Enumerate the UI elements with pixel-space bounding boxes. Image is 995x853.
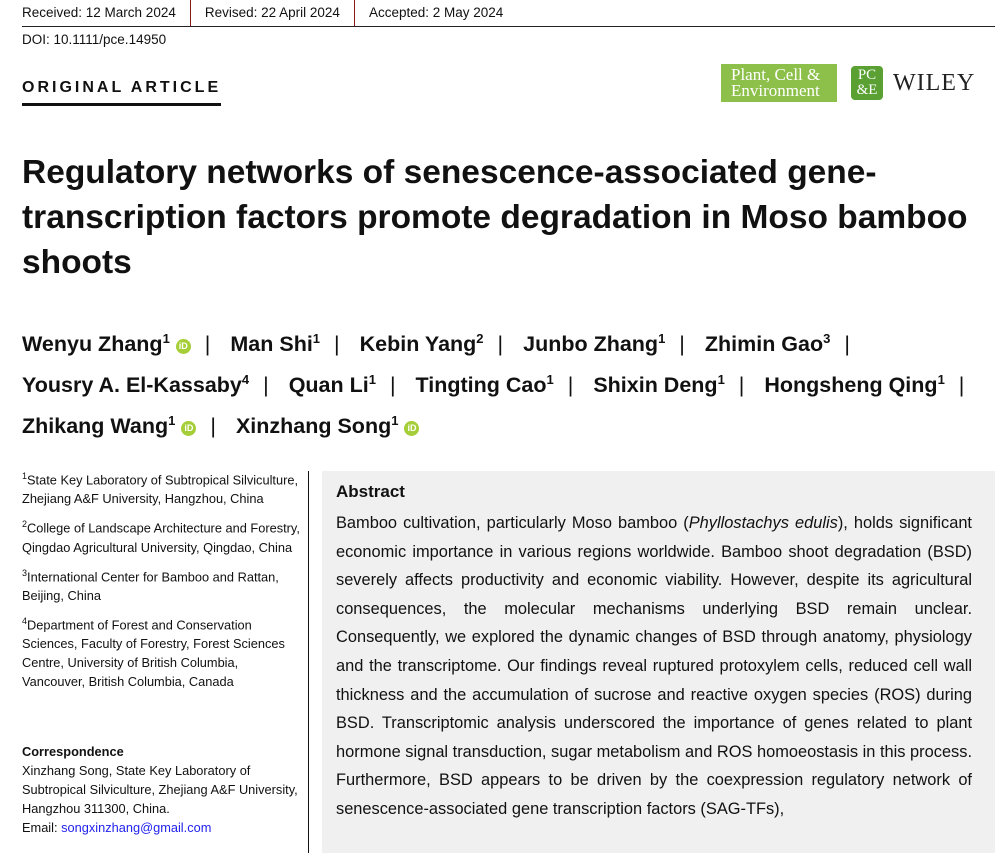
author-name[interactable]: Zhikang Wang bbox=[22, 414, 169, 439]
journal-logo-line: Plant, Cell & bbox=[731, 65, 821, 84]
email-label: Email: bbox=[22, 820, 62, 835]
affiliation-ref: 1 bbox=[717, 372, 725, 388]
affiliation: 1State Key Laboratory of Subtropical Sil… bbox=[22, 467, 302, 508]
affiliation: 3International Center for Bamboo and Rat… bbox=[22, 564, 302, 605]
revised-date: Revised: 22 April 2024 bbox=[191, 0, 355, 26]
affiliations: 1State Key Laboratory of Subtropical Sil… bbox=[22, 467, 302, 698]
author[interactable]: Zhikang Wang1 iD bbox=[22, 413, 197, 439]
author[interactable]: Kebin Yang2 bbox=[359, 331, 484, 357]
affiliation-ref: 3 bbox=[823, 331, 831, 346]
abstract-heading: Abstract bbox=[336, 482, 405, 501]
author-separator: | bbox=[738, 373, 745, 398]
author-name[interactable]: Quan Li bbox=[288, 373, 369, 398]
author[interactable]: Hongsheng Qing1 bbox=[764, 372, 945, 398]
affiliation-ref: 2 bbox=[476, 331, 484, 346]
doi[interactable]: DOI: 10.1111/pce.14950 bbox=[22, 32, 167, 47]
author-separator: | bbox=[204, 332, 211, 357]
author-separator: | bbox=[679, 332, 685, 357]
affiliation-number: 1 bbox=[22, 471, 28, 481]
affiliation-ref: 1 bbox=[391, 413, 399, 429]
affiliation-text: College of Landscape Architecture and Fo… bbox=[22, 520, 300, 555]
author-list: Wenyu Zhang1iD | Man Shi1 | Kebin Yang2 | J… bbox=[22, 321, 982, 444]
affiliation-number: 4 bbox=[22, 615, 28, 626]
author-name[interactable]: Yousry A. El-Kassaby bbox=[22, 373, 242, 398]
journal-logo: Plant, Cell & Environment bbox=[721, 64, 837, 102]
author-separator: | bbox=[263, 373, 269, 398]
affiliation-ref: 1 bbox=[937, 372, 945, 388]
author[interactable]: Zhimin Gao3 bbox=[704, 331, 831, 357]
author-separator: | bbox=[334, 332, 340, 357]
author[interactable]: Xinzhang Song1 iD bbox=[235, 413, 420, 439]
author[interactable]: Man Shi1 bbox=[230, 331, 321, 357]
affiliation-ref: 1 bbox=[168, 413, 176, 429]
author[interactable]: Junbo Zhang1 bbox=[523, 331, 666, 357]
received-date: Received: 12 March 2024 bbox=[22, 0, 191, 26]
badge-line: &E bbox=[856, 82, 878, 98]
author-name[interactable]: Xinzhang Song bbox=[235, 414, 392, 439]
article-dates: Received: 12 March 2024 Revised: 22 Apri… bbox=[22, 0, 995, 27]
author-name[interactable]: Tingting Cao bbox=[415, 373, 547, 398]
abstract-text-part: ), holds significant economic importance… bbox=[336, 514, 972, 818]
affiliation-text: International Center for Bamboo and Ratt… bbox=[22, 568, 279, 603]
article-title: Regulatory networks of senescence-associ… bbox=[22, 154, 968, 281]
column-divider bbox=[308, 471, 309, 853]
badge-line: PC bbox=[857, 67, 877, 83]
affiliation-ref: 4 bbox=[241, 372, 250, 388]
author-name[interactable]: Kebin Yang bbox=[359, 332, 477, 357]
abstract-text-part: Bamboo cultivation, particularly Moso ba… bbox=[336, 514, 689, 532]
affiliation-ref: 1 bbox=[312, 331, 321, 346]
author-separator: | bbox=[389, 373, 396, 398]
orcid-icon[interactable]: iD bbox=[175, 339, 191, 355]
article-type: ORIGINAL ARTICLE bbox=[22, 79, 222, 106]
journal-logo-line: Environment bbox=[731, 81, 820, 100]
author[interactable]: Quan Li1 bbox=[288, 372, 376, 398]
author-name[interactable]: Wenyu Zhang bbox=[22, 332, 163, 357]
author-separator: | bbox=[210, 414, 216, 439]
author-name[interactable]: Zhimin Gao bbox=[704, 332, 824, 357]
author-separator: | bbox=[958, 373, 965, 398]
orcid-icon[interactable]: iD bbox=[181, 421, 197, 437]
abstract-box: Abstract Bamboo cultivation, particularl… bbox=[322, 471, 995, 853]
affiliation-ref: 1 bbox=[368, 372, 376, 388]
author[interactable]: Tingting Cao1 bbox=[415, 372, 554, 398]
affiliation-number: 3 bbox=[22, 567, 28, 578]
author-separator: | bbox=[844, 332, 850, 357]
author-name[interactable]: Man Shi bbox=[230, 332, 313, 357]
author[interactable]: Shixin Deng1 bbox=[593, 372, 725, 398]
affiliation: 2College of Landscape Architecture and F… bbox=[22, 515, 302, 556]
affiliation-number: 2 bbox=[22, 519, 28, 530]
pce-badge-logo: PC &E bbox=[851, 66, 883, 100]
correspondence-text: Xinzhang Song, State Key Laboratory of S… bbox=[22, 763, 298, 816]
accepted-date: Accepted: 2 May 2024 bbox=[368, 5, 504, 20]
author[interactable]: Wenyu Zhang1 iD bbox=[22, 331, 191, 357]
correspondence-heading: Correspondence bbox=[22, 744, 124, 759]
logos: Plant, Cell & Environment PC &E WILEY bbox=[721, 64, 975, 102]
correspondence: Correspondence Xinzhang Song, State Key … bbox=[22, 742, 302, 837]
author[interactable]: Yousry A. El-Kassaby4 bbox=[22, 372, 250, 398]
affiliation-ref: 1 bbox=[162, 331, 170, 346]
affiliation-text: Department of Forest and Conservation Sc… bbox=[22, 617, 285, 690]
orcid-icon[interactable]: iD bbox=[404, 421, 420, 437]
author-name[interactable]: Junbo Zhang bbox=[523, 332, 659, 357]
affiliation-ref: 1 bbox=[658, 331, 666, 346]
author-name[interactable]: Hongsheng Qing bbox=[764, 373, 938, 398]
author-separator: | bbox=[497, 332, 504, 357]
author-name[interactable]: Shixin Deng bbox=[593, 373, 718, 398]
abstract-text: Bamboo cultivation, particularly Moso ba… bbox=[336, 509, 972, 824]
affiliation: 4Department of Forest and Conservation S… bbox=[22, 612, 302, 691]
affiliation-ref: 1 bbox=[546, 372, 554, 388]
species-name: Phyllostachys edulis bbox=[688, 514, 838, 532]
affiliation-text: State Key Laboratory of Subtropical Silv… bbox=[22, 472, 299, 507]
email-link[interactable]: songxinzhang@gmail.com bbox=[61, 820, 212, 835]
author-separator: | bbox=[567, 373, 574, 398]
publisher-logo: WILEY bbox=[893, 69, 976, 96]
